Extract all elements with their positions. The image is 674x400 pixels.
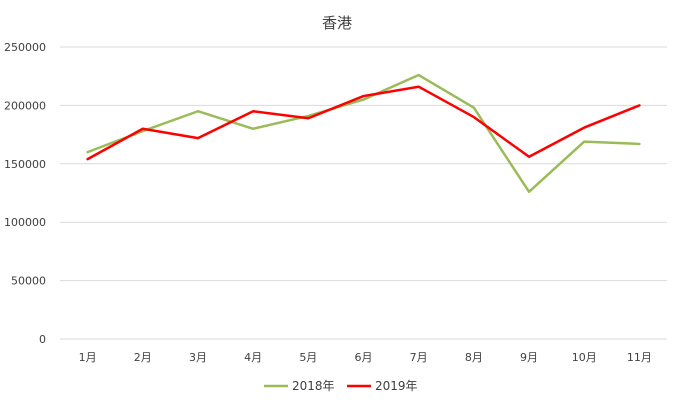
legend: 2018年 2019年 [264, 379, 418, 393]
gridlines [60, 46, 667, 340]
x-tick-label: 1月 [79, 351, 97, 364]
y-tick-label: 200000 [4, 99, 46, 112]
legend-label-1: 2018年 [292, 379, 335, 393]
x-tick-label: 9月 [520, 351, 538, 364]
y-tick-label: 150000 [4, 158, 46, 171]
x-tick-label: 4月 [244, 351, 262, 364]
x-tick-label: 5月 [299, 351, 317, 364]
y-tick-label: 0 [39, 333, 46, 346]
series-line-1 [86, 73, 641, 194]
x-tick-label: 11月 [627, 351, 652, 364]
y-tick-label: 100000 [4, 216, 46, 229]
x-tick-label: 7月 [410, 351, 428, 364]
series-lines [86, 73, 641, 194]
chart-title: 香港 [322, 14, 352, 32]
x-axis-ticks: 1月 2月 3月 4月 5月 6月 7月 8月 9月 10月 11月 [79, 351, 652, 364]
y-tick-label: 50000 [11, 275, 46, 288]
series-line-2 [86, 85, 641, 161]
x-tick-label: 10月 [572, 351, 597, 364]
x-tick-label: 8月 [465, 351, 483, 364]
legend-label-2: 2019年 [375, 379, 418, 393]
x-tick-label: 6月 [355, 351, 373, 364]
y-axis-ticks: 0 50000 100000 150000 200000 250000 [4, 41, 46, 346]
x-tick-label: 2月 [134, 351, 152, 364]
x-tick-label: 3月 [189, 351, 207, 364]
y-tick-label: 250000 [4, 41, 46, 54]
